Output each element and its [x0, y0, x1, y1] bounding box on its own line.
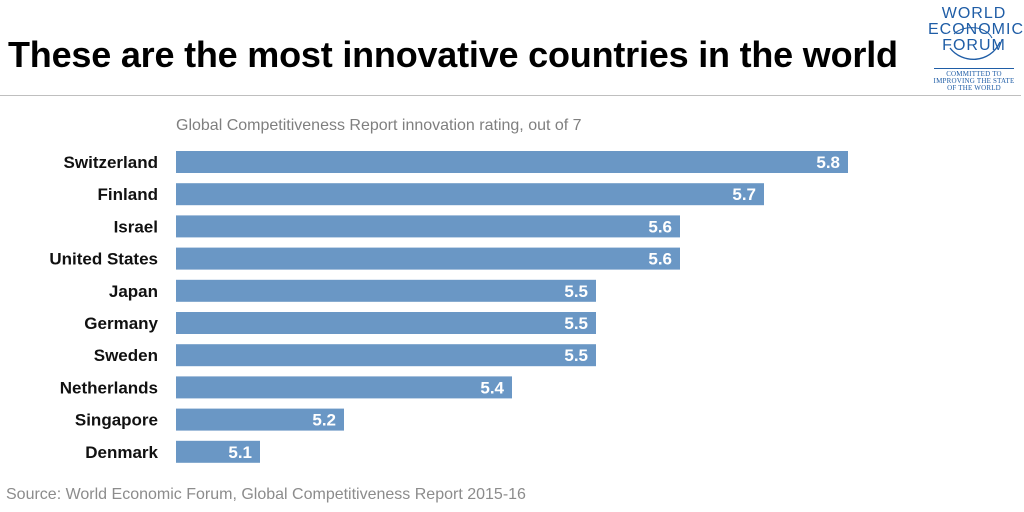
value-label: 5.2 — [312, 411, 336, 430]
logo-divider — [934, 68, 1014, 69]
value-label: 5.7 — [732, 185, 756, 204]
value-label: 5.5 — [564, 346, 588, 365]
category-label: Singapore — [75, 411, 158, 430]
bars-layer: Switzerland 5.8 Finland 5.7 Israel 5.6 United … — [49, 151, 848, 463]
bar — [176, 408, 344, 431]
category-label: Sweden — [94, 346, 158, 365]
header-divider — [0, 95, 1021, 96]
logo-tagline-2: IMPROVING THE STATE — [933, 77, 1015, 85]
innovation-bar-chart: Global Competitiveness Report innovation… — [49, 117, 848, 463]
source-note: Source: World Economic Forum, Global Com… — [6, 486, 526, 503]
logo-word-1: WORLD — [941, 5, 1007, 22]
value-label: 5.8 — [816, 153, 840, 172]
page-title: These are the most innovative countries … — [8, 34, 898, 75]
value-label: 5.4 — [480, 378, 504, 397]
logo-tagline-3: OF THE WORLD — [947, 84, 1001, 92]
category-label: Netherlands — [60, 378, 158, 397]
category-label: Finland — [98, 185, 158, 204]
logo-word-3: FORUM — [942, 37, 1006, 54]
bar — [176, 312, 596, 334]
bar — [176, 279, 596, 302]
value-label: 5.5 — [564, 314, 588, 333]
bar — [176, 247, 680, 270]
bar — [176, 376, 512, 399]
bar — [176, 183, 764, 206]
chart-subtitle: Global Competitiveness Report innovation… — [176, 117, 582, 134]
value-label: 5.1 — [228, 443, 252, 462]
bar — [176, 215, 680, 238]
bar — [176, 440, 260, 463]
globe-arc-icon — [949, 27, 1001, 61]
logo-tagline-1: COMMITTED TO — [946, 70, 1002, 78]
logo-word-2: ECONOMIC — [928, 21, 1024, 38]
category-label: Germany — [84, 314, 158, 333]
category-label: Denmark — [85, 443, 158, 462]
bar — [176, 344, 596, 367]
value-label: 5.6 — [648, 250, 672, 269]
category-label: Switzerland — [64, 153, 158, 172]
bar — [176, 151, 848, 173]
category-label: Japan — [109, 282, 158, 301]
world-economic-forum-logo: WORLD ECONOMIC FORUM COMMITTED TO IMPROV… — [928, 4, 1024, 92]
value-label: 5.6 — [648, 217, 672, 236]
value-label: 5.5 — [564, 282, 588, 301]
category-label: Israel — [114, 217, 158, 236]
category-label: United States — [49, 250, 158, 269]
